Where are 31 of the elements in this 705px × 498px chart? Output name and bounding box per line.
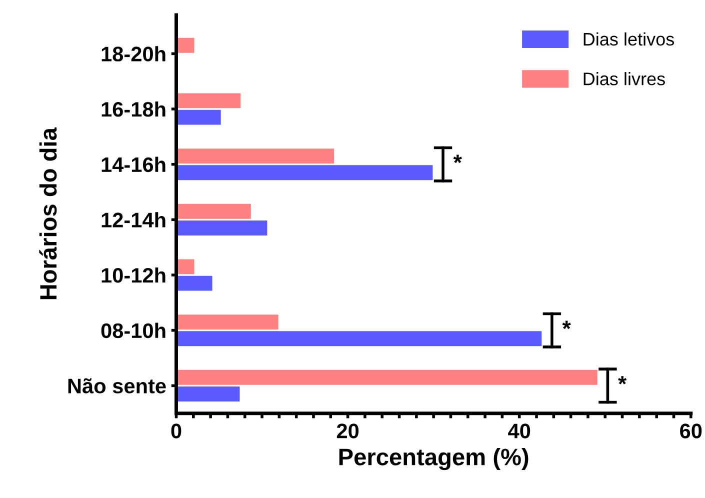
bar [176, 204, 251, 219]
y-tick-label: 14-16h [102, 156, 166, 172]
bar [176, 314, 278, 330]
y-axis-title: Horários do dia [39, 127, 57, 300]
y-tick-label: 12-14h [102, 212, 166, 228]
bar [176, 148, 334, 164]
y-tick-label: 18-20h [102, 46, 166, 62]
bar [176, 38, 194, 53]
bar [176, 331, 542, 346]
bar [176, 110, 221, 125]
x-tick-label: 20 [336, 424, 359, 438]
bar [176, 165, 433, 180]
annotation: * [562, 320, 571, 330]
annotation: * [453, 154, 462, 164]
x-axis-title: Percentagem (%) [339, 448, 528, 470]
bar [176, 370, 598, 385]
bar [176, 220, 268, 236]
y-tick-label: 08-10h [101, 322, 166, 338]
y-tick-label: 10-12h [102, 267, 166, 283]
bar [176, 386, 240, 402]
bar [176, 93, 241, 108]
y-tick-label: 16-18h [102, 101, 166, 117]
y-tick-label: Não sente [68, 378, 166, 394]
bar [176, 276, 212, 291]
legend-label: Dias livres [584, 72, 665, 86]
annotation: * [618, 376, 627, 384]
legend-label: Dias letivos [584, 32, 674, 46]
bar [176, 259, 194, 274]
x-tick-label: 40 [508, 424, 530, 438]
x-tick-label: 0 [171, 424, 182, 438]
x-tick-label: 60 [680, 424, 702, 438]
